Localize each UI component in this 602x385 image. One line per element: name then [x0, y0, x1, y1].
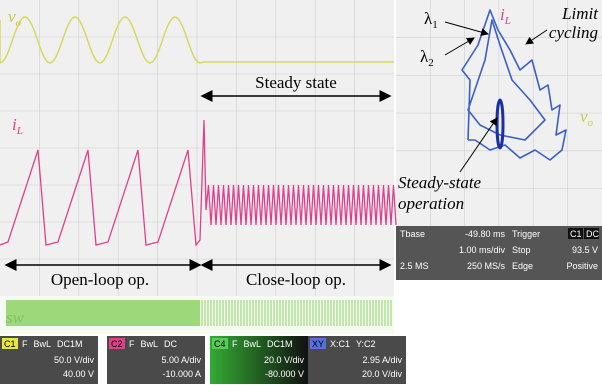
channel-flag: F	[129, 339, 135, 349]
timebase-text: -49.80 ms	[465, 229, 506, 239]
channel-flag: X:C1	[330, 339, 350, 349]
timebase-text: Stop	[512, 245, 531, 255]
channel-offset: -80.000 V	[265, 369, 304, 379]
channel-scale: 2.95 A/div	[362, 355, 402, 365]
channel-scale: 20.0 V/div	[264, 355, 305, 365]
timebase-text: Trigger	[512, 229, 540, 239]
channel-name: C2	[111, 339, 123, 349]
channel-offset: 40.00 V	[63, 369, 94, 379]
channel-scale: 5.00 A/div	[161, 355, 201, 365]
sw-label: sw	[6, 308, 25, 327]
channel-flag: DC1M	[267, 339, 293, 349]
channel-flag: DC	[164, 339, 177, 349]
timebase-text: C1	[570, 229, 582, 239]
channel-name: C1	[4, 339, 16, 349]
open-label: Open-loop op.	[51, 270, 149, 289]
channel-name: XY	[312, 339, 324, 349]
timebase-text: 1.00 ms/div	[459, 245, 506, 255]
channel-flag: BwL	[244, 339, 262, 349]
steady-label: Steady state	[255, 73, 337, 92]
timebase-text: Positive	[566, 261, 598, 271]
timebase-text: 2.5 MS	[400, 261, 429, 271]
timebase-text: 93.5 V	[572, 245, 598, 255]
timebase-text: Edge	[512, 261, 533, 271]
timebase-text: Tbase	[400, 229, 425, 239]
sw-trace	[6, 300, 200, 326]
channel-flag: F	[232, 339, 238, 349]
channel-flag: DC1M	[57, 339, 83, 349]
channel-name: C4	[214, 339, 226, 349]
channel-flag: BwL	[34, 339, 52, 349]
channel-flag: Y:C2	[356, 339, 376, 349]
channel-offset: 20.0 V/div	[362, 369, 403, 379]
timebase-text: DC	[586, 229, 599, 239]
channel-flag: F	[22, 339, 28, 349]
figure: vo iL sw Steady state Open-loop op. Clos…	[0, 0, 602, 385]
channel-offset: -10.000 A	[162, 369, 201, 379]
channel-flag: BwL	[141, 339, 159, 349]
timebase-text: 250 MS/s	[467, 261, 506, 271]
close-label: Close-loop op.	[246, 270, 346, 289]
channel-scale: 50.0 V/div	[54, 355, 95, 365]
